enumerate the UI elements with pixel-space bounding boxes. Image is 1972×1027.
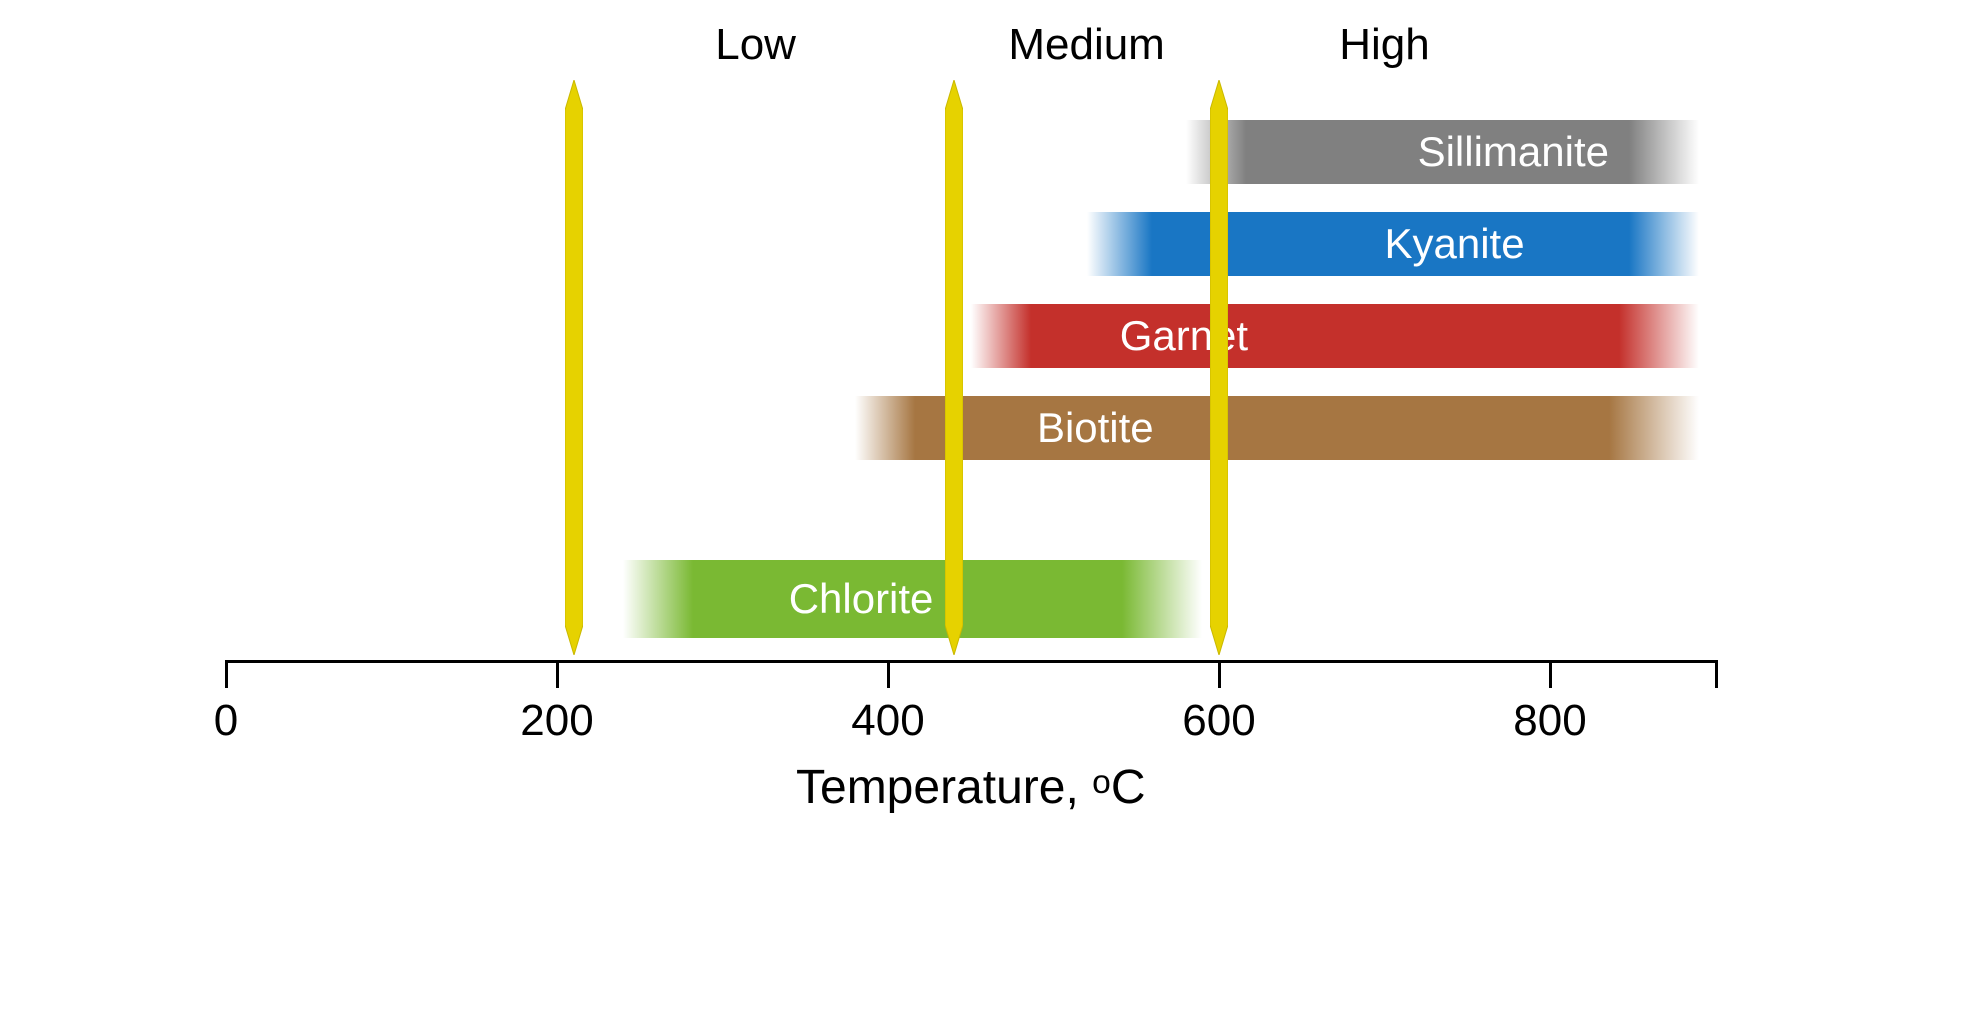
mineral-bar-biotite: Biotite <box>855 396 1699 460</box>
x-axis-line <box>226 660 1716 663</box>
grade-label-medium: Medium <box>1008 20 1165 70</box>
x-tick-label: 200 <box>520 696 593 746</box>
mineral-bar-kyanite: Kyanite <box>1087 212 1699 276</box>
bar-fade-right <box>1609 396 1699 460</box>
x-tick-label: 0 <box>214 696 238 746</box>
mineral-bar-garnet: Garnet <box>971 304 1699 368</box>
grade-label-low: Low <box>715 20 796 70</box>
mineral-bar-chlorite: Chlorite <box>623 560 1202 638</box>
x-axis-title: Temperature, oC <box>796 760 1146 815</box>
mineral-label-kyanite: Kyanite <box>1384 220 1524 268</box>
grade-divider <box>1210 80 1228 655</box>
bar-fade-left <box>1087 212 1152 276</box>
x-tick-end <box>1715 660 1718 688</box>
x-tick <box>1549 660 1552 688</box>
bar-fade-left <box>623 560 693 638</box>
mineral-label-chlorite: Chlorite <box>789 575 934 623</box>
x-tick-label: 600 <box>1182 696 1255 746</box>
mineral-label-biotite: Biotite <box>1037 404 1154 452</box>
x-tick <box>225 660 228 688</box>
bar-core <box>915 396 1609 460</box>
mineral-bar-sillimanite: Sillimanite <box>1186 120 1699 184</box>
bar-fade-right <box>1629 212 1699 276</box>
x-tick-label: 800 <box>1513 696 1586 746</box>
grade-label-high: High <box>1339 20 1430 70</box>
grade-divider <box>565 80 583 655</box>
x-tick <box>1218 660 1221 688</box>
bar-fade-right <box>1629 120 1699 184</box>
mineral-label-sillimanite: Sillimanite <box>1418 128 1609 176</box>
grade-divider <box>945 80 963 655</box>
x-tick <box>887 660 890 688</box>
mineral-stability-chart: Low Medium High Sillimanite Kyanite Garnet Bio… <box>216 20 1756 860</box>
bar-fade-right <box>1122 560 1202 638</box>
bar-fade-left <box>971 304 1031 368</box>
mineral-label-garnet: Garnet <box>1120 312 1248 360</box>
bar-fade-left <box>855 396 915 460</box>
bar-fade-right <box>1619 304 1699 368</box>
x-tick <box>556 660 559 688</box>
x-tick-label: 400 <box>851 696 924 746</box>
